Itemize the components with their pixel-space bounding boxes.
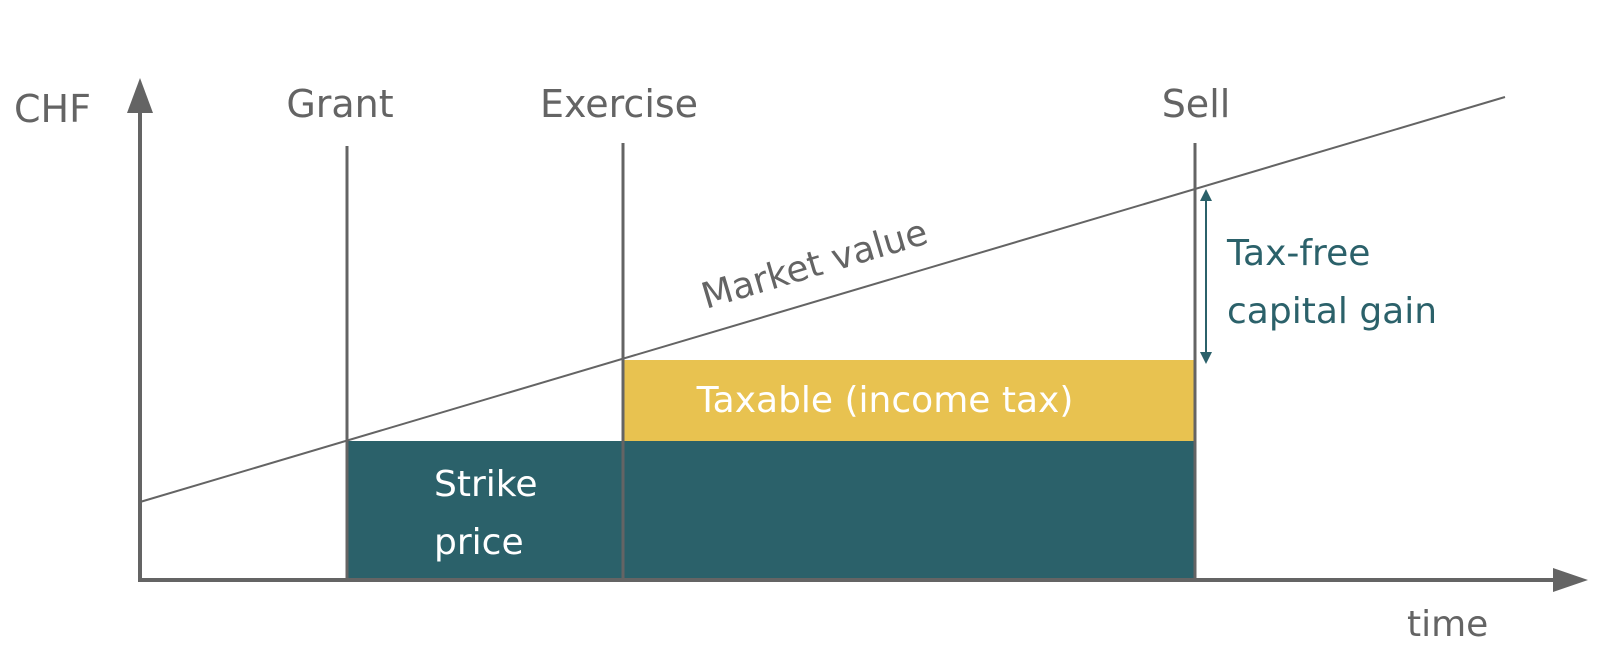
- taxable-label: Taxable (income tax): [696, 380, 1074, 421]
- strike-price-label-line2: price: [434, 522, 524, 563]
- x-axis-label: time: [1407, 604, 1488, 645]
- grant-label: Grant: [286, 82, 393, 126]
- market-value-line: [139, 96, 1506, 503]
- strike-price-block-continued: [623, 441, 1195, 581]
- sell-label: Sell: [1162, 82, 1231, 126]
- x-axis-arrowhead: [1553, 568, 1588, 592]
- capital-gain-label-line1: Tax-free: [1226, 233, 1370, 274]
- strike-price-label-line1: Strike: [434, 464, 537, 505]
- taxable-income-block: [623, 360, 1195, 441]
- capital-gain-label-line2: capital gain: [1227, 291, 1437, 332]
- y-axis-label: CHF: [14, 87, 91, 131]
- strike-price-block: [347, 441, 623, 581]
- y-axis-arrowhead: [127, 78, 153, 113]
- exercise-label: Exercise: [540, 82, 698, 126]
